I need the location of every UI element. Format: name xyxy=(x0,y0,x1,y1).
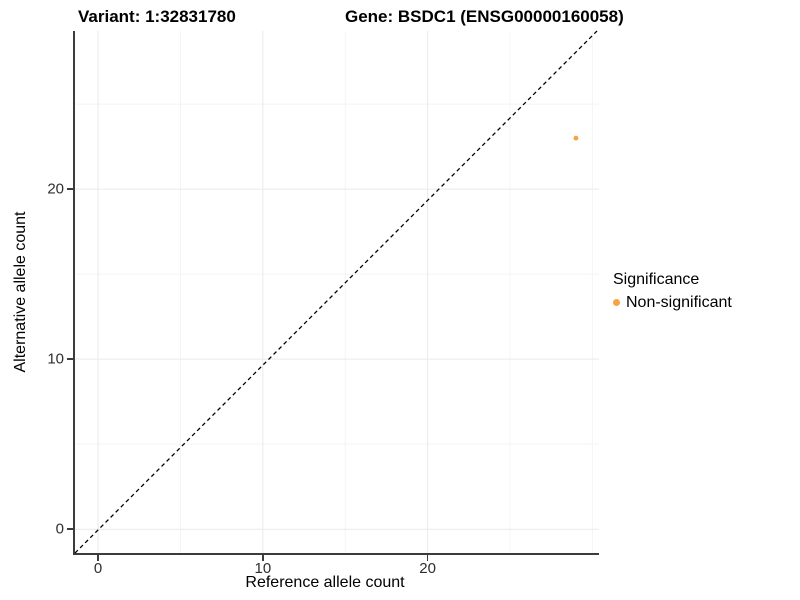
variant-title: Variant: 1:32831780 xyxy=(78,7,236,26)
x-axis-title: Reference allele count xyxy=(245,574,405,591)
plot-area-svg xyxy=(74,30,599,554)
y-axis-tick-label: 0 xyxy=(55,520,64,538)
x-axis-tick-label: 10 xyxy=(254,560,272,577)
x-axis-tick-label: 0 xyxy=(93,560,103,577)
legend-point-icon xyxy=(613,299,620,306)
x-axis-tick-mark xyxy=(97,555,99,561)
y-axis-tick-label: 10 xyxy=(47,350,64,368)
y-axis-tick-mark xyxy=(67,528,73,530)
y-axis-tick-mark xyxy=(67,358,73,360)
y-axis-title: Alternative allele count xyxy=(12,211,29,373)
y-axis-tick-label: 20 xyxy=(47,180,64,198)
x-axis-tick-mark xyxy=(262,555,264,561)
x-axis-tick-label: 20 xyxy=(419,560,436,577)
legend-item-label: Non-significant xyxy=(626,293,732,311)
y-axis-tick-mark xyxy=(67,188,73,190)
identity-dashed-line xyxy=(74,30,598,554)
legend-item: Non-significant xyxy=(613,293,732,312)
legend-title: Significance xyxy=(613,271,700,288)
legend-items: Non-significant xyxy=(613,293,732,312)
x-axis-tick-mark xyxy=(426,555,429,561)
legend: Significance Non-significant xyxy=(613,271,732,312)
data-point xyxy=(573,135,579,141)
gene-title: Gene: BSDC1 (ENSG00000160058) xyxy=(345,7,624,26)
plot-panel xyxy=(73,30,599,555)
